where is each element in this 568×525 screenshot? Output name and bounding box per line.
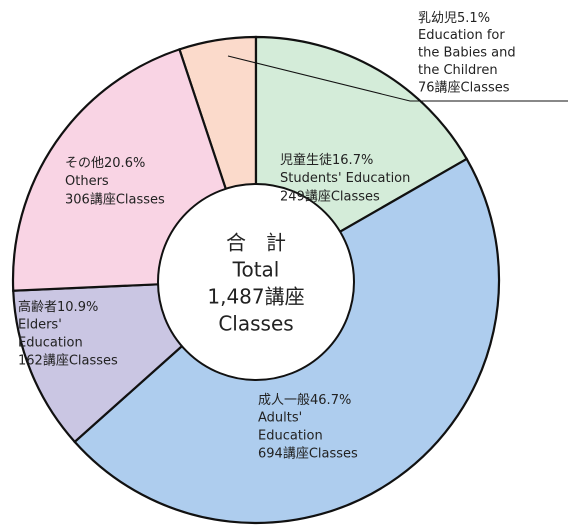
count-label: 76講座Classes (418, 80, 510, 96)
english-label: Education (258, 429, 323, 444)
category-name: 高齢者 (18, 299, 57, 315)
english-label: Elders' (18, 318, 62, 333)
category-name: 乳幼児 (418, 11, 457, 26)
english-label: Education (18, 336, 83, 351)
count-label: 306講座Classes (65, 192, 165, 208)
percent-label: 5.1% (457, 11, 490, 26)
english-label: the Babies and (418, 46, 516, 61)
center-label: 合 計 (226, 231, 286, 255)
count-label: 249講座Classes (280, 189, 380, 205)
percent-label: 46.7% (310, 393, 351, 408)
english-label: Education for (418, 28, 505, 43)
percent-label: 16.7% (332, 153, 373, 168)
category-name: その他 (65, 156, 104, 171)
english-label: Others (65, 174, 109, 189)
english-label: Students' Education (280, 171, 410, 186)
slice-label: 児童生徒16.7% (280, 152, 373, 168)
category-name: 児童生徒 (280, 152, 332, 168)
slice-label: 高齢者10.9% (18, 299, 98, 315)
slice-label: 乳幼児5.1% (418, 11, 490, 26)
center-label: Total (232, 258, 280, 282)
english-label: Adults' (258, 411, 302, 426)
slice-label: 成人一般46.7% (258, 392, 351, 408)
percent-label: 10.9% (57, 300, 98, 315)
slice-label: その他20.6% (65, 156, 145, 171)
english-label: the Children (418, 63, 498, 78)
category-name: 成人一般 (258, 392, 310, 408)
center-label: Classes (218, 312, 293, 336)
count-label: 694講座Classes (258, 446, 358, 462)
percent-label: 20.6% (104, 156, 145, 171)
center-hole (157, 183, 355, 381)
center-label: 1,487講座 (207, 285, 304, 309)
leader-line (227, 55, 568, 102)
count-label: 162講座Classes (18, 353, 118, 369)
